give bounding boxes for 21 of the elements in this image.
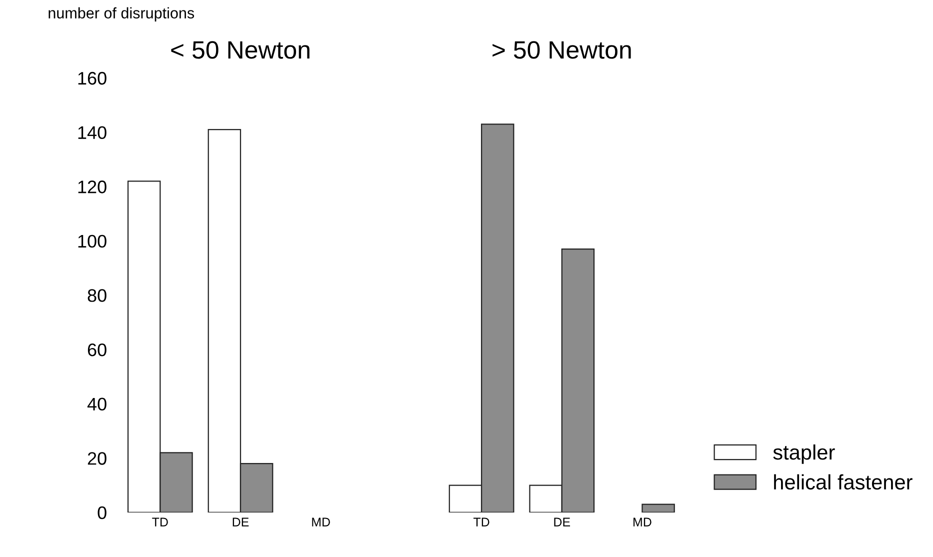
x-tick-label: MD: [312, 518, 330, 526]
y-tick-label: 20: [88, 452, 106, 465]
y-tick-label: 140: [78, 126, 106, 140]
y-tick-label: 80: [88, 289, 106, 302]
x-tick-label: MD: [634, 518, 652, 526]
y-tick-label: 0: [98, 506, 106, 520]
bar: [642, 504, 675, 512]
x-tick-label: TD: [473, 518, 490, 526]
chart-title: < 50 Newton: [171, 41, 310, 59]
x-tick-label: DE: [232, 518, 249, 526]
legend-label: stapler: [773, 444, 835, 464]
chart-title: > 50 Newton: [492, 41, 631, 59]
x-tick-label: TD: [152, 518, 168, 526]
y-axis-title: number of disruptions: [48, 7, 194, 22]
y-tick-label: 120: [78, 180, 106, 194]
y-tick-label: 40: [87, 398, 106, 411]
y-tick-label: 100: [78, 234, 106, 248]
legend-label: helical fastener: [774, 474, 912, 490]
y-tick-label: 160: [78, 72, 106, 85]
y-tick-label: 60: [88, 343, 106, 356]
x-tick-label: DE: [554, 518, 570, 526]
